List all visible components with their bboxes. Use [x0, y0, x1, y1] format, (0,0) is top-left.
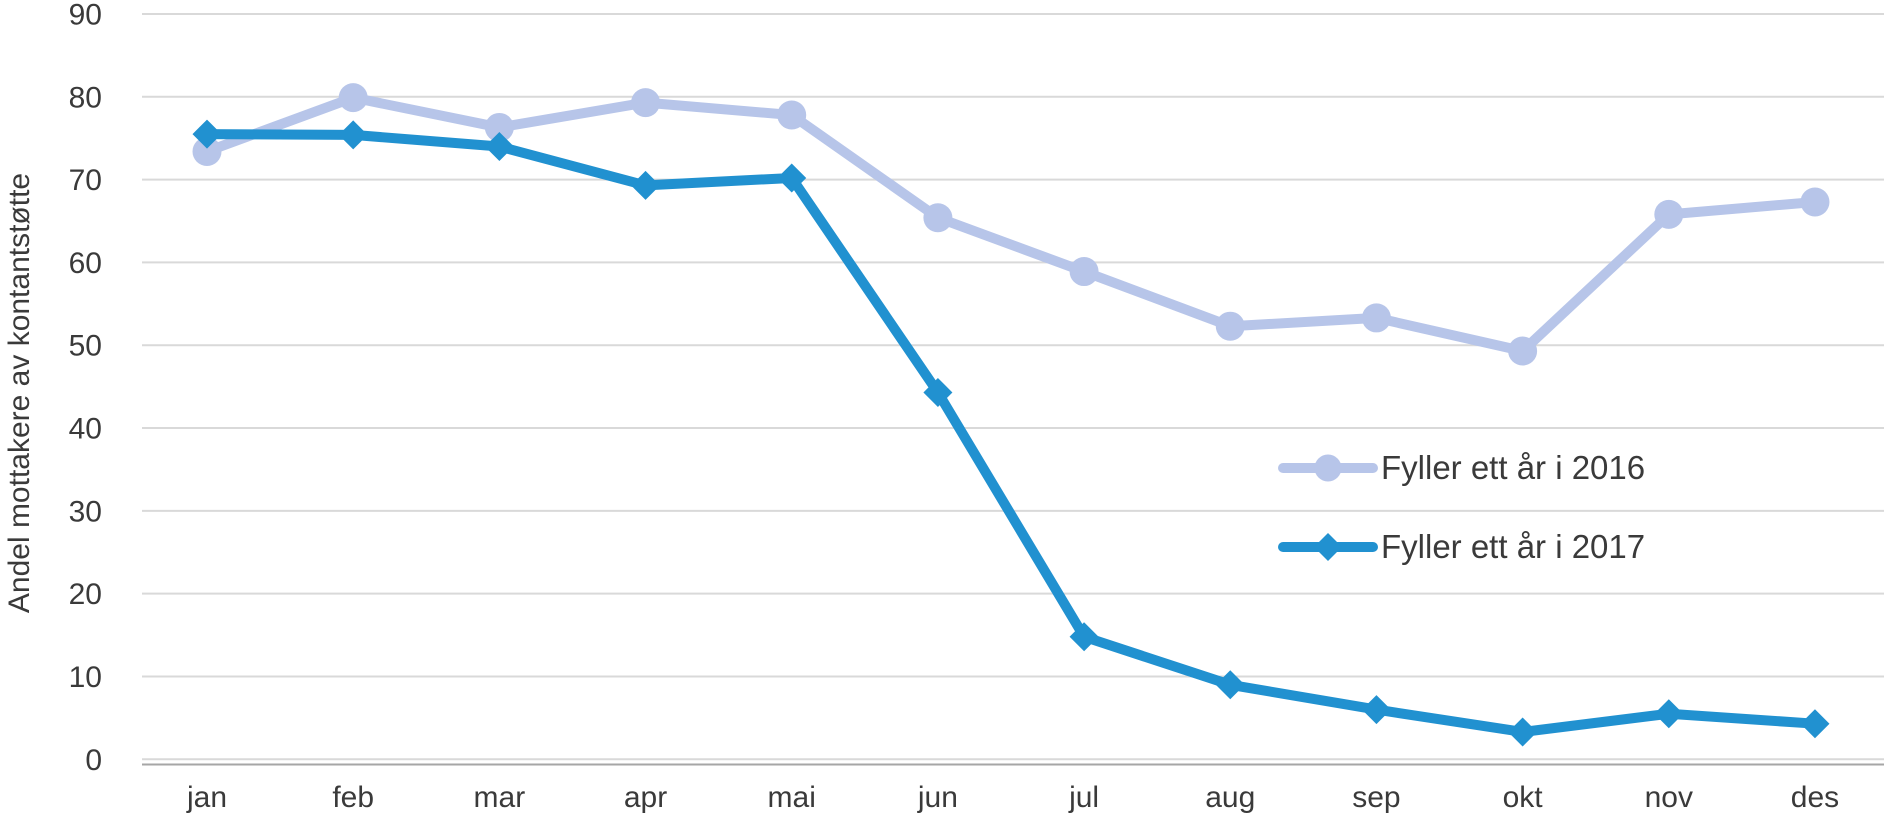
x-tick-label: apr — [624, 781, 667, 814]
data-point-diamond — [192, 119, 222, 149]
y-tick-label: 10 — [69, 661, 102, 694]
data-point-diamond — [1800, 709, 1830, 739]
x-tick-label: mai — [768, 781, 816, 814]
series-line — [202, 92, 1820, 357]
data-point-diamond — [338, 120, 368, 150]
data-point-circle — [631, 88, 661, 118]
data-point-circle — [923, 203, 953, 233]
data-point-diamond — [1361, 695, 1391, 725]
y-tick-label: 50 — [69, 330, 102, 363]
y-tick-label: 70 — [69, 164, 102, 197]
data-point-circle — [1654, 199, 1684, 229]
data-point-circle — [338, 83, 368, 113]
data-point-diamond — [1508, 717, 1538, 747]
y-tick-label: 40 — [69, 413, 102, 446]
data-point-diamond — [1069, 622, 1099, 652]
x-tick-label: nov — [1645, 781, 1693, 814]
data-point-circle — [1361, 303, 1391, 333]
x-tick-label: jun — [917, 781, 958, 814]
y-tick-label: 90 — [69, 0, 102, 32]
data-point-diamond — [484, 131, 514, 161]
data-point-circle — [192, 136, 222, 166]
legend-item-2016: Fyller ett år i 2016 — [1278, 449, 1646, 486]
legend-item-2017: Fyller ett år i 2017 — [1278, 528, 1646, 565]
data-point-diamond — [1654, 699, 1684, 729]
data-point-diamond — [777, 163, 807, 193]
legend-marker — [1314, 454, 1342, 482]
legend-label-2017: Fyller ett år i 2017 — [1381, 528, 1646, 565]
x-tick-label: sep — [1352, 781, 1400, 814]
x-tick-label: jul — [1068, 781, 1099, 814]
x-tick-label: jan — [186, 781, 227, 814]
y-tick-label: 80 — [69, 81, 102, 114]
legend-swatch-2017-icon — [1278, 533, 1378, 561]
data-point-diamond — [923, 377, 953, 407]
legend: Fyller ett år i 2016 Fyller ett år i 201… — [1278, 449, 1646, 608]
data-point-circle — [777, 100, 807, 130]
x-tick-label: okt — [1503, 781, 1544, 814]
legend-marker — [1314, 533, 1342, 561]
series-line — [202, 129, 1820, 737]
data-point-diamond — [631, 170, 661, 200]
x-tick-label: mar — [474, 781, 526, 814]
y-tick-label: 0 — [85, 744, 102, 777]
data-point-circle — [484, 112, 514, 142]
y-axis-title: Andel mottakere av kontantstøtte — [3, 172, 36, 614]
y-tick-label: 30 — [69, 495, 102, 528]
data-point-circle — [1508, 336, 1538, 366]
legend-swatch-2016-icon — [1278, 454, 1378, 482]
x-tick-label: aug — [1205, 781, 1255, 814]
x-tick-label: feb — [332, 781, 374, 814]
data-point-circle — [1215, 311, 1245, 341]
y-tick-label: 60 — [69, 247, 102, 280]
data-point-diamond — [1215, 670, 1245, 700]
data-point-circle — [1800, 187, 1830, 217]
data-point-circle — [1069, 257, 1099, 287]
y-tick-label: 20 — [69, 578, 102, 611]
legend-label-2016: Fyller ett år i 2016 — [1381, 449, 1646, 486]
x-tick-label: des — [1791, 781, 1839, 814]
